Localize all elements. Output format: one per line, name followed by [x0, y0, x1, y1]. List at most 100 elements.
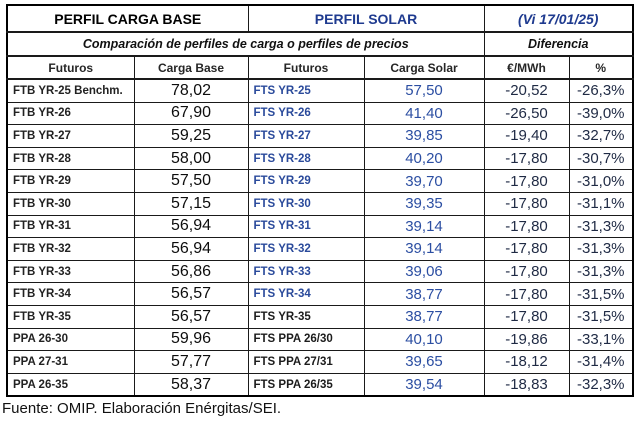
- cell-diff-eur: -17,80: [483, 169, 570, 193]
- table-row: FTB YR-27 59,25 FTS YR-27 39,85 -19,40 -32,7%: [6, 124, 634, 148]
- cell-futuros-solar: FTS YR-33: [247, 259, 365, 284]
- cell-carga-solar: 39,85: [363, 124, 485, 148]
- cell-carga-solar: 41,40: [363, 101, 485, 126]
- cell-carga-solar: 39,54: [363, 372, 485, 397]
- cell-carga-base: 59,25: [133, 124, 249, 148]
- cell-carga-base: 56,94: [133, 237, 249, 261]
- cell-futuros-solar: FTS YR-30: [247, 191, 365, 216]
- table-row: PPA 27-31 57,77 FTS PPA 27/31 39,65 -18,12 -3…: [6, 350, 634, 374]
- cell-carga-base: 58,00: [133, 146, 249, 171]
- cell-diff-pct: -32,7%: [568, 124, 634, 148]
- cell-diff-pct: -39,0%: [568, 101, 634, 126]
- table-row: FTB YR-30 57,15 FTS YR-30 39,35 -17,80 -31,1%: [6, 191, 634, 216]
- cell-carga-base: 56,86: [133, 259, 249, 284]
- cell-futuros-solar: FTS YR-28: [247, 146, 365, 171]
- cell-carga-base: 58,37: [133, 372, 249, 397]
- cell-carga-solar: 39,14: [363, 237, 485, 261]
- col-header-futuros-solar: Futuros: [247, 55, 365, 80]
- header-perfil-solar: PERFIL SOLAR: [247, 4, 485, 33]
- cell-diff-eur: -19,86: [483, 327, 570, 352]
- cell-carga-base: 57,15: [133, 191, 249, 216]
- cell-carga-base: 78,02: [133, 78, 249, 103]
- cell-futuros-base: FTB YR-28: [6, 146, 135, 171]
- table-subtitle-row: Comparación de perfiles de carga o perfi…: [6, 31, 634, 57]
- table-body: FTB YR-25 Benchm. 78,02 FTS YR-25 57,50 -20,…: [6, 78, 634, 397]
- table-row: FTB YR-26 67,90 FTS YR-26 41,40 -26,50 -39,0%: [6, 101, 634, 126]
- col-header-eur-mwh: €/MWh: [483, 55, 570, 80]
- cell-futuros-base: FTB YR-25 Benchm.: [6, 78, 135, 103]
- cell-futuros-solar: FTS YR-25: [247, 78, 365, 103]
- table-row: FTB YR-28 58,00 FTS YR-28 40,20 -17,80 -30,7%: [6, 146, 634, 171]
- cell-carga-base: 56,57: [133, 282, 249, 306]
- table-row: PPA 26-30 59,96 FTS PPA 26/30 40,10 -19,86 -3…: [6, 327, 634, 352]
- cell-carga-solar: 39,14: [363, 214, 485, 239]
- cell-diff-pct: -30,7%: [568, 146, 634, 171]
- cell-futuros-solar: FTS YR-29: [247, 169, 365, 193]
- cell-futuros-solar: FTS YR-32: [247, 237, 365, 261]
- cell-carga-base: 67,90: [133, 101, 249, 126]
- cell-diff-eur: -17,80: [483, 146, 570, 171]
- cell-diff-pct: -31,4%: [568, 350, 634, 374]
- cell-diff-pct: -31,3%: [568, 259, 634, 284]
- header-diferencia: Diferencia: [483, 31, 634, 57]
- source-note: Fuente: OMIP. Elaboración Enérgitas/SEI.: [2, 400, 282, 417]
- cell-diff-eur: -17,80: [483, 237, 570, 261]
- table-row: FTB YR-29 57,50 FTS YR-29 39,70 -17,80 -31,0%: [6, 169, 634, 193]
- cell-futuros-solar: FTS YR-26: [247, 101, 365, 126]
- cell-diff-eur: -18,12: [483, 350, 570, 374]
- cell-futuros-solar: FTS PPA 26/35: [247, 372, 365, 397]
- cell-futuros-base: FTB YR-31: [6, 214, 135, 239]
- cell-futuros-solar: FTS YR-34: [247, 282, 365, 306]
- cell-carga-solar: 39,06: [363, 259, 485, 284]
- cell-carga-base: 59,96: [133, 327, 249, 352]
- table-row: FTB YR-35 56,57 FTS YR-35 38,77 -17,80 -31,5%: [6, 304, 634, 329]
- cell-diff-pct: -26,3%: [568, 78, 634, 103]
- cell-diff-eur: -17,80: [483, 214, 570, 239]
- cell-carga-base: 57,77: [133, 350, 249, 374]
- cell-diff-eur: -18,83: [483, 372, 570, 397]
- cell-diff-pct: -31,3%: [568, 237, 634, 261]
- cell-futuros-solar: FTS YR-35: [247, 304, 365, 329]
- cell-futuros-base: FTB YR-26: [6, 101, 135, 126]
- cell-carga-solar: 39,70: [363, 169, 485, 193]
- cell-diff-pct: -33,1%: [568, 327, 634, 352]
- cell-diff-eur: -17,80: [483, 191, 570, 216]
- cell-futuros-base: FTB YR-35: [6, 304, 135, 329]
- cell-futuros-base: FTB YR-27: [6, 124, 135, 148]
- header-perfil-carga-base: PERFIL CARGA BASE: [6, 4, 249, 33]
- cell-futuros-solar: FTS PPA 27/31: [247, 350, 365, 374]
- cell-futuros-base: FTB YR-34: [6, 282, 135, 306]
- cell-futuros-base: PPA 26-35: [6, 372, 135, 397]
- cell-diff-pct: -31,5%: [568, 304, 634, 329]
- table-row: FTB YR-31 56,94 FTS YR-31 39,14 -17,80 -31,3%: [6, 214, 634, 239]
- cell-futuros-base: FTB YR-29: [6, 169, 135, 193]
- cell-futuros-base: FTB YR-33: [6, 259, 135, 284]
- cell-futuros-base: FTB YR-30: [6, 191, 135, 216]
- cell-diff-eur: -17,80: [483, 259, 570, 284]
- cell-diff-eur: -17,80: [483, 282, 570, 306]
- cell-carga-solar: 39,35: [363, 191, 485, 216]
- cell-diff-pct: -31,1%: [568, 191, 634, 216]
- cell-diff-pct: -31,5%: [568, 282, 634, 306]
- cell-diff-pct: -31,3%: [568, 214, 634, 239]
- cell-diff-eur: -17,80: [483, 304, 570, 329]
- cell-futuros-base: PPA 27-31: [6, 350, 135, 374]
- table-row: FTB YR-34 56,57 FTS YR-34 38,77 -17,80 -31,5%: [6, 282, 634, 306]
- header-date: (Vi 17/01/25): [483, 4, 634, 33]
- table-row: FTB YR-33 56,86 FTS YR-33 39,06 -17,80 -31,3%: [6, 259, 634, 284]
- cell-diff-eur: -19,40: [483, 124, 570, 148]
- table-row: PPA 26-35 58,37 FTS PPA 26/35 39,54 -18,83 -3…: [6, 372, 634, 397]
- table-row: FTB YR-25 Benchm. 78,02 FTS YR-25 57,50 -20,…: [6, 78, 634, 103]
- cell-futuros-solar: FTS YR-27: [247, 124, 365, 148]
- col-header-percent: %: [568, 55, 634, 80]
- cell-carga-base: 56,57: [133, 304, 249, 329]
- cell-carga-solar: 40,20: [363, 146, 485, 171]
- cell-diff-pct: -31,0%: [568, 169, 634, 193]
- cell-diff-eur: -26,50: [483, 101, 570, 126]
- cell-carga-solar: 40,10: [363, 327, 485, 352]
- col-header-carga-solar: Carga Solar: [363, 55, 485, 80]
- price-comparison-table: PERFIL CARGA BASE PERFIL SOLAR (Vi 17/01…: [6, 4, 634, 398]
- cell-diff-pct: -32,3%: [568, 372, 634, 397]
- cell-futuros-solar: FTS PPA 26/30: [247, 327, 365, 352]
